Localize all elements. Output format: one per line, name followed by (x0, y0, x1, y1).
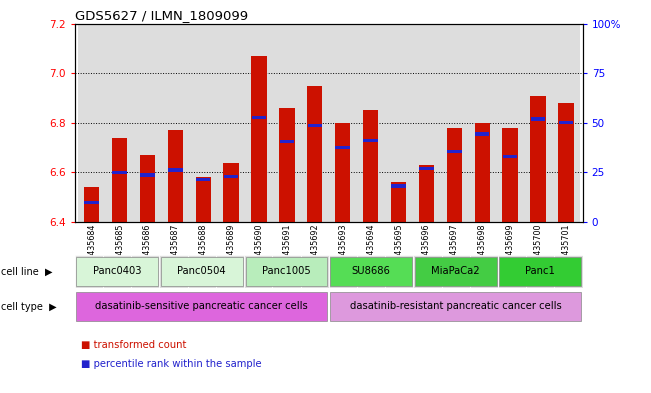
Bar (531, 118, 546, 121)
Bar (77, 24, 105, 222)
Bar (245, 24, 273, 222)
Bar (552, 24, 580, 222)
Bar (475, 132, 490, 136)
Bar (279, 108, 294, 222)
Bar (496, 24, 524, 222)
Bar (503, 128, 518, 222)
Bar (140, 173, 155, 176)
Text: Panc0403: Panc0403 (93, 266, 141, 276)
Bar (75, 255, 103, 288)
Bar (335, 123, 350, 222)
Bar (413, 24, 440, 222)
Bar (503, 155, 518, 158)
Bar (196, 178, 210, 182)
Bar (524, 24, 552, 222)
Bar (85, 200, 99, 204)
Text: dasatinib-resistant pancreatic cancer cells: dasatinib-resistant pancreatic cancer ce… (350, 301, 562, 311)
Bar (470, 255, 498, 288)
Text: SU8686: SU8686 (352, 266, 391, 276)
Bar (357, 255, 385, 288)
Bar (216, 255, 244, 288)
Bar (168, 168, 182, 172)
Bar (385, 24, 413, 222)
Bar (559, 121, 573, 125)
Text: dasatinib-sensitive pancreatic cancer cells: dasatinib-sensitive pancreatic cancer ce… (96, 301, 308, 311)
Bar (440, 24, 468, 222)
Bar (217, 24, 245, 222)
Bar (112, 138, 127, 222)
Bar (112, 171, 127, 174)
Bar (447, 150, 462, 153)
Bar (329, 24, 357, 222)
Text: cell type  ▶: cell type ▶ (1, 302, 57, 312)
Bar (391, 182, 406, 222)
Text: Panc0504: Panc0504 (178, 266, 226, 276)
Bar (244, 255, 272, 288)
Bar (280, 140, 294, 143)
Bar (161, 257, 243, 286)
Bar (335, 146, 350, 149)
Text: Panc1: Panc1 (525, 266, 555, 276)
Text: cell line  ▶: cell line ▶ (1, 266, 53, 277)
Bar (363, 139, 378, 142)
Bar (307, 86, 322, 222)
Bar (357, 24, 385, 222)
Bar (76, 257, 158, 286)
Bar (84, 187, 99, 222)
Bar (526, 255, 555, 288)
Bar (187, 255, 216, 288)
Bar (329, 255, 357, 288)
Bar (252, 116, 266, 119)
Bar (133, 24, 161, 222)
Bar (531, 95, 546, 222)
Bar (76, 292, 327, 321)
Bar (475, 123, 490, 222)
Bar (468, 24, 496, 222)
Text: MiaPaCa2: MiaPaCa2 (432, 266, 480, 276)
Bar (140, 155, 155, 222)
Bar (499, 257, 581, 286)
Bar (415, 257, 497, 286)
Bar (498, 255, 526, 288)
Bar (195, 177, 211, 222)
Bar (419, 167, 434, 170)
Bar (273, 24, 301, 222)
Bar (132, 255, 159, 288)
Bar (419, 165, 434, 222)
Bar (441, 255, 470, 288)
Bar (413, 255, 441, 288)
Bar (307, 124, 322, 127)
Text: GDS5627 / ILMN_1809099: GDS5627 / ILMN_1809099 (75, 9, 248, 22)
Bar (330, 257, 412, 286)
Bar (301, 24, 329, 222)
Bar (363, 110, 378, 222)
Bar (330, 292, 581, 321)
Bar (245, 257, 327, 286)
Bar (103, 255, 132, 288)
Bar (189, 24, 217, 222)
Bar (272, 255, 301, 288)
Bar (301, 255, 329, 288)
Text: ■ transformed count: ■ transformed count (81, 340, 187, 350)
Bar (391, 184, 406, 188)
Bar (385, 255, 413, 288)
Bar (223, 163, 239, 222)
Bar (447, 128, 462, 222)
Bar (251, 56, 267, 222)
Bar (161, 24, 189, 222)
Bar (159, 255, 187, 288)
Bar (224, 174, 238, 178)
Bar (168, 130, 183, 222)
Bar (555, 255, 583, 288)
Text: Panc1005: Panc1005 (262, 266, 311, 276)
Text: ■ percentile rank within the sample: ■ percentile rank within the sample (81, 360, 262, 369)
Bar (105, 24, 133, 222)
Bar (558, 103, 574, 222)
